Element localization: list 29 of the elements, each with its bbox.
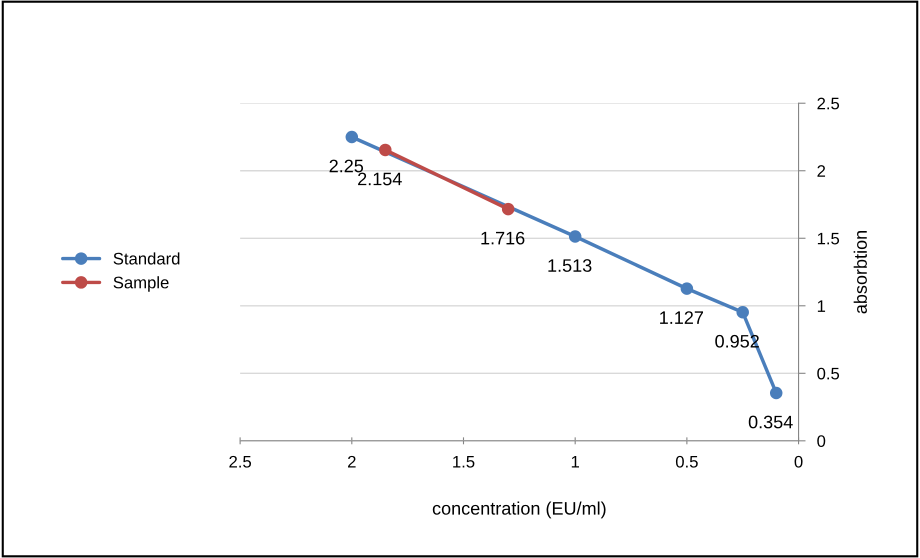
data-label: 1.716: [481, 232, 524, 244]
data-label: 1.127: [660, 311, 704, 324]
y-tick-label: 1.5: [818, 232, 840, 244]
x-tick-label: 2: [348, 456, 356, 468]
data-label: 1.513: [548, 259, 592, 272]
y-tick-label: 2: [817, 165, 826, 177]
y-axis-title: absorbtion: [854, 231, 867, 314]
y-tick-label: 2.5: [817, 98, 840, 110]
point: [568, 230, 582, 243]
x-tick-label: 1.5: [453, 456, 474, 468]
x-tick-label: 0.5: [676, 456, 698, 468]
y-tick-label: 1: [818, 300, 826, 312]
x-tick-label: 2.5: [229, 456, 252, 468]
point: [770, 386, 782, 400]
point: [346, 130, 358, 144]
x-axis-title: concentration (EU/ml): [432, 501, 606, 518]
data-label: 2.154: [358, 172, 402, 186]
data-label: 2.25: [330, 160, 364, 172]
legend-label: Sample: [114, 276, 169, 292]
x-tick-label: 1: [572, 456, 580, 468]
point: [680, 282, 694, 295]
point: [736, 306, 749, 319]
y-tick-label: 0.5: [817, 368, 840, 380]
y-tick-label: 0: [817, 435, 826, 448]
legend-label: Standard: [114, 252, 180, 265]
x-tick-label: 0: [794, 456, 803, 468]
data-label: 0.354: [748, 416, 793, 428]
point: [502, 202, 514, 216]
point: [379, 144, 392, 156]
